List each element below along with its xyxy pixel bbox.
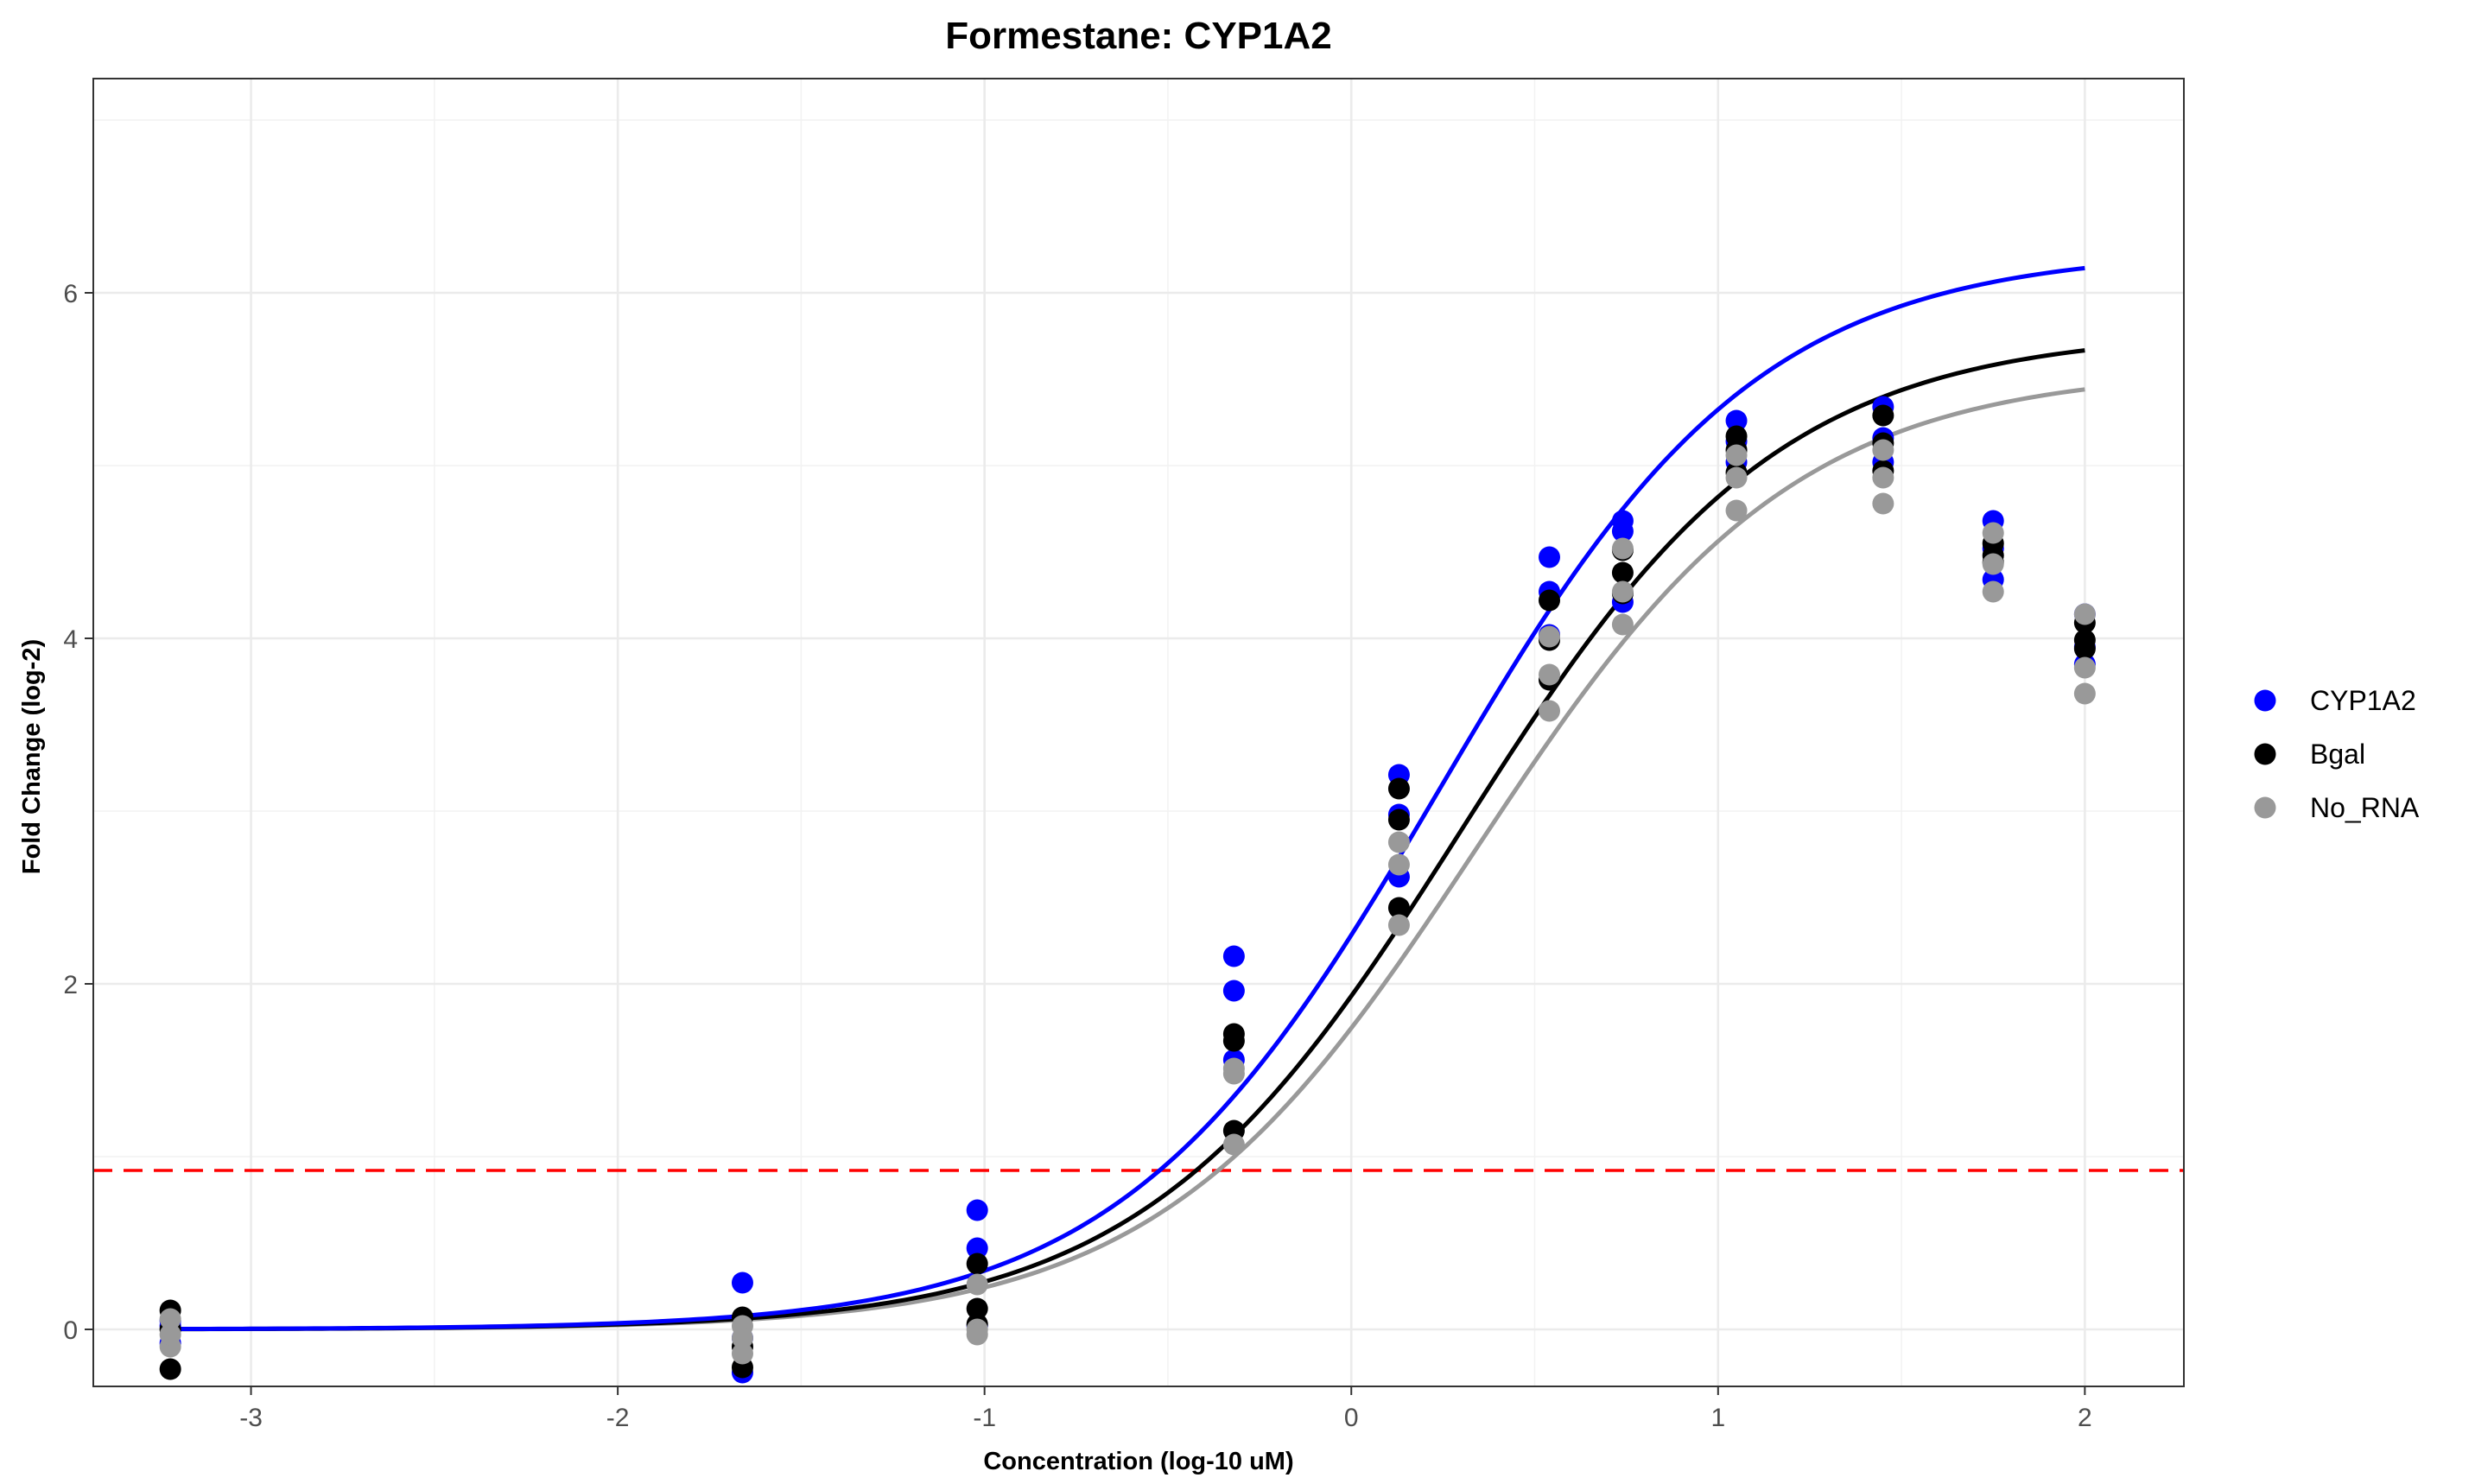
y-tick-label: 2 (63, 971, 78, 999)
legend-label-bgal: Bgal (2310, 739, 2365, 770)
data-point (159, 1323, 181, 1346)
axis-ticks: -3 -2 -1 0 1 2 0 2 4 6 (63, 280, 2091, 1432)
data-point (1872, 466, 1894, 489)
data-point (1222, 945, 1245, 967)
data-point (1222, 980, 1245, 1002)
data-point (1387, 831, 1410, 853)
data-point (1387, 809, 1410, 831)
data-point (731, 1327, 753, 1349)
data-point (966, 1199, 988, 1221)
fit-curves (170, 265, 2085, 1332)
data-point (1539, 663, 1561, 686)
data-point (1222, 1030, 1245, 1052)
data-point (1539, 700, 1561, 722)
data-point (1539, 546, 1561, 568)
data-point (1539, 589, 1561, 612)
data-point (1222, 1133, 1245, 1156)
y-tick-label: 6 (63, 280, 78, 308)
data-point (1611, 520, 1634, 542)
data-point (1387, 914, 1410, 936)
data-point (1982, 580, 2004, 603)
data-point (1725, 466, 1748, 489)
data-point (1725, 409, 1748, 432)
chart-title: Formestane: CYP1A2 (945, 15, 1331, 57)
y-tick-label: 0 (63, 1316, 78, 1345)
y-axis-title: Fold Change (log-2) (18, 639, 46, 874)
data-point (966, 1297, 988, 1320)
x-tick-label: 0 (1344, 1404, 1359, 1432)
data-point (2073, 637, 2096, 660)
data-point (1982, 553, 2004, 575)
data-point (966, 1273, 988, 1296)
data-point (159, 1358, 181, 1380)
series-points-no_rna (159, 439, 2096, 1365)
data-point (1725, 444, 1748, 466)
grid-lines (93, 79, 2184, 1386)
data-point (966, 1323, 988, 1346)
data-point (731, 1272, 753, 1294)
x-axis-title: Concentration (log-10 uM) (983, 1448, 1293, 1475)
data-point (1387, 897, 1410, 919)
x-tick-label: -3 (239, 1404, 263, 1432)
data-point (2073, 656, 2096, 679)
legend-label-no_rna: No_RNA (2310, 792, 2420, 823)
data-point (1611, 613, 1634, 636)
legend-label-cyp1a2: CYP1A2 (2310, 685, 2416, 716)
legend-key-cyp1a2 (2254, 689, 2276, 712)
legend-key-bgal (2254, 743, 2276, 765)
data-point (1982, 522, 2004, 544)
legend: CYP1A2 Bgal No_RNA (2254, 685, 2420, 823)
data-point (159, 1308, 181, 1330)
legend-key-no_rna (2254, 796, 2276, 819)
x-tick-label: -1 (973, 1404, 996, 1432)
x-tick-label: 1 (1710, 1404, 1725, 1432)
data-point (1872, 492, 1894, 515)
data-point (1872, 404, 1894, 427)
x-tick-label: -2 (606, 1404, 630, 1432)
data-point (1387, 853, 1410, 876)
data-point (1611, 561, 1634, 584)
plot-panel-border (92, 78, 2185, 1387)
data-point (1872, 439, 1894, 461)
data-point (966, 1253, 988, 1275)
data-point (1725, 499, 1748, 522)
data-point (2073, 603, 2096, 625)
data-point (966, 1237, 988, 1259)
data-points (159, 396, 2096, 1384)
data-point (731, 1342, 753, 1365)
data-point (1611, 537, 1634, 560)
data-point (2073, 682, 2096, 705)
data-point (1387, 777, 1410, 800)
data-point (1539, 625, 1561, 648)
fit-curve-cyp1a2 (170, 265, 2085, 1332)
y-tick-label: 4 (63, 625, 78, 654)
data-point (1222, 1062, 1245, 1085)
data-point (1611, 580, 1634, 603)
x-tick-label: 2 (2078, 1404, 2092, 1432)
